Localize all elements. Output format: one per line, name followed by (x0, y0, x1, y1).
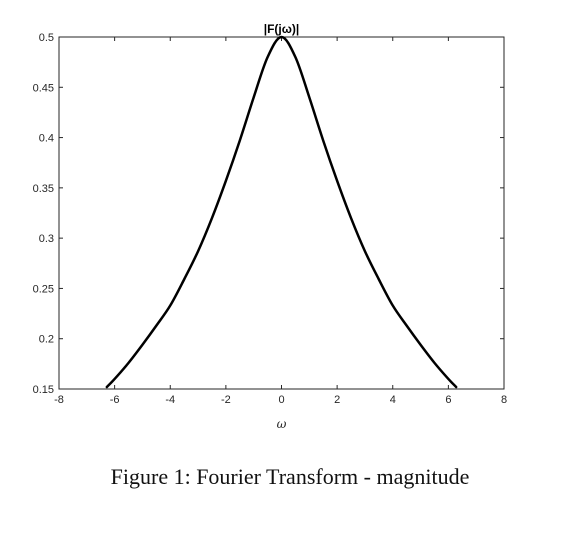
plot-area-frame (58, 36, 505, 390)
tick-labels: -8 -6 -4 -2 0 2 4 6 8 0.15 0.2 0.25 0.3 0.35 0.4 0.45 0.… (33, 32, 507, 406)
x-tick-label: -2 (221, 394, 231, 406)
x-tick-label: -8 (54, 394, 64, 406)
x-tick-label: -6 (110, 394, 120, 406)
y-tick-label: 0.4 (39, 133, 54, 145)
x-tick-label: 4 (390, 394, 396, 406)
figure-caption: Figure 1: Fourier Transform - magnitude (110, 464, 470, 489)
y-tick-label: 0.35 (33, 183, 54, 195)
x-tick-label: -4 (165, 394, 175, 406)
x-axis-label: ω (277, 417, 287, 431)
y-tick-label: 0.25 (33, 283, 54, 295)
x-tick-label: 6 (445, 394, 451, 406)
chart-title: |F(jω)| (264, 22, 300, 36)
y-tick-label: 0.2 (39, 334, 54, 346)
y-tick-label: 0.45 (33, 82, 54, 94)
series-layer (105, 35, 458, 389)
y-tick-label: 0.15 (33, 384, 54, 396)
x-tick-label: 2 (334, 394, 340, 406)
y-tick-label: 0.5 (39, 32, 54, 44)
x-tick-label: 0 (278, 394, 284, 406)
x-tick-label: 8 (501, 394, 507, 406)
y-tick-label: 0.3 (39, 233, 54, 245)
series-line (105, 35, 458, 389)
axis-ticks (58, 36, 505, 390)
